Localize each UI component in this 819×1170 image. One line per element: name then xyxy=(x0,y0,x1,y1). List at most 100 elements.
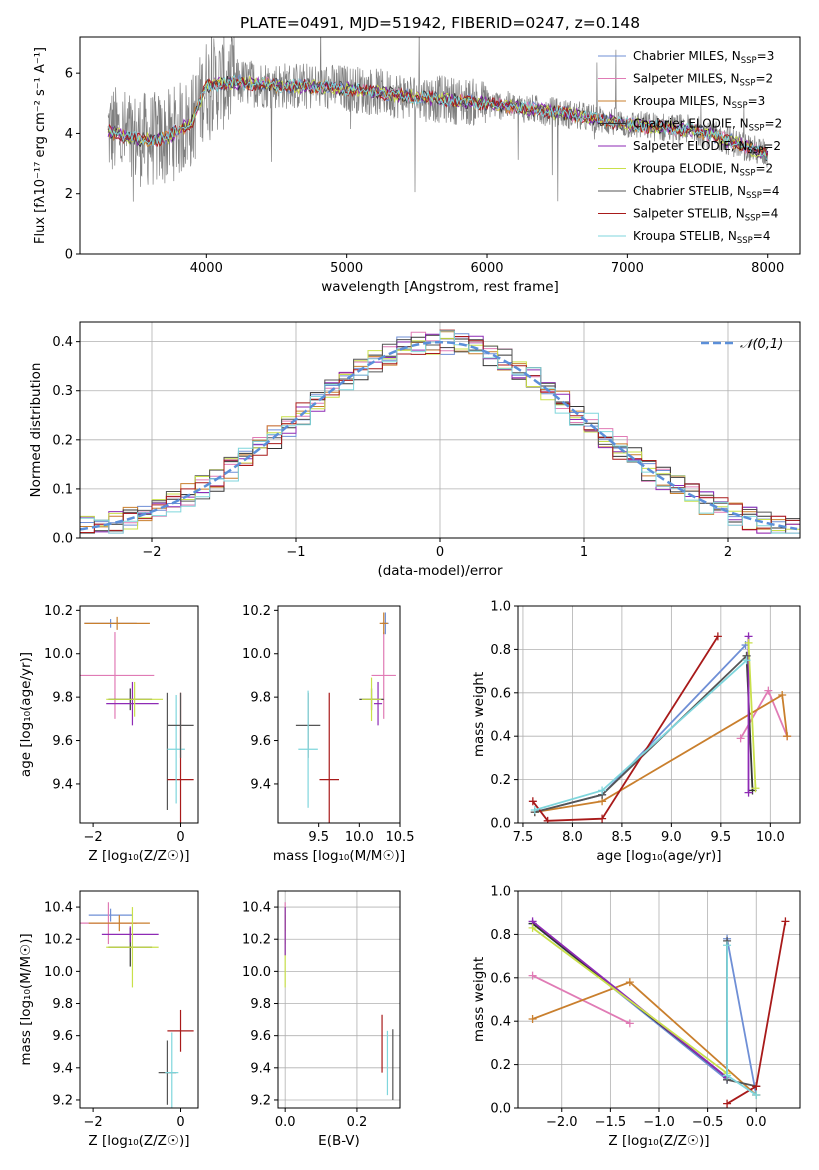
age-vs-Z-axes: −2 0 9.4 9.6 9.8 10.0 10.2 Z [log₁₀(Z/Z☉)] age [… xyxy=(18,604,190,864)
legend-entry-value: =4 xyxy=(762,184,780,198)
weight-vs-Z-ylabel: mass weight xyxy=(471,957,487,1042)
age-vs-Z-plot-area xyxy=(80,616,194,823)
residuals-plot-area xyxy=(80,329,800,538)
mass-vs-ebv-xlabel: E(B-V) xyxy=(318,1133,360,1149)
weight-vs-age-ytick-label: 0.8 xyxy=(490,643,511,658)
mass-vs-Z-ytick-label: 10.2 xyxy=(44,933,73,948)
gaussian-curve xyxy=(80,340,798,531)
legend-entry-value: =2 xyxy=(755,162,773,176)
legend-entry-value: =3 xyxy=(757,49,775,63)
mass-vs-ebv-ytick-label: 10.2 xyxy=(242,933,271,948)
weight-vs-Z-xtick-label: −1.0 xyxy=(643,1115,675,1130)
residuals-xtick-label: −1 xyxy=(286,545,305,560)
spectrum-plot-area xyxy=(107,37,769,202)
mass-vs-Z-errorbar-point xyxy=(165,1032,179,1108)
weight-vs-Z-point-marker xyxy=(723,1071,732,1080)
weight-vs-Z-series-line xyxy=(532,974,631,1025)
age-vs-mass-xtick-label: 10.0 xyxy=(345,830,374,845)
residuals-frame xyxy=(79,321,801,539)
legend-entry-text: Chabrier MILES, N xyxy=(633,49,741,63)
age-vs-Z-ylabel: age [log₁₀(age/yr)] xyxy=(18,652,34,777)
spectrum-xtick-label: 8000 xyxy=(751,261,784,276)
legend-entry: Chabrier ELODIE, NSSP=2 xyxy=(633,117,782,134)
weight-vs-Z-point-marker xyxy=(723,1099,732,1108)
weight-vs-Z-ytick-label: 0.4 xyxy=(490,1015,511,1030)
age-vs-mass-xtick-label: 10.5 xyxy=(386,830,415,845)
legend-entry-subscript: SSP xyxy=(740,169,756,179)
weight-vs-Z-xtick-label: −2.0 xyxy=(546,1115,578,1130)
mass-vs-Z-xtick-label: 0 xyxy=(176,1115,184,1130)
spectrum-model-line xyxy=(107,75,768,158)
weight-vs-age-series-line xyxy=(534,693,788,813)
age-vs-mass-xtick-label: 9.5 xyxy=(308,830,329,845)
spectrum-axes: 4000 5000 6000 7000 8000 0 2 4 6 wavelength [Angs… xyxy=(33,47,784,295)
mass-vs-ebv-ytick-label: 9.6 xyxy=(250,1029,271,1044)
age-vs-Z-ytick-label: 10.0 xyxy=(44,647,73,662)
weight-vs-Z-ytick-label: 0.8 xyxy=(490,928,511,943)
legend-entry-value: =4 xyxy=(753,229,771,243)
weight-vs-age-xtick-label: 10.0 xyxy=(756,830,785,845)
age-vs-Z-errorbar-point xyxy=(106,681,159,726)
weight-vs-age-point-marker xyxy=(744,788,753,797)
weight-vs-Z-ytick-label: 1.0 xyxy=(490,885,511,900)
age-vs-mass-errorbar-point xyxy=(379,612,388,635)
spectrum-model-line xyxy=(107,74,768,160)
weight-vs-age-ylabel: mass weight xyxy=(471,672,487,757)
age-vs-Z-ytick-label: 9.8 xyxy=(52,691,73,706)
age-vs-mass-ytick-label: 10.0 xyxy=(242,647,271,662)
weight-vs-age-point-marker xyxy=(528,797,537,806)
residuals-xtick-label: 1 xyxy=(580,545,588,560)
weight-vs-Z-xlabel: Z [log₁₀(Z/Z☉)] xyxy=(608,1133,709,1149)
mass-vs-Z-axes: −2 0 9.2 9.4 9.6 9.8 10.0 10.2 10.4 Z [log₁₀(Z/Z☉… xyxy=(18,901,190,1149)
spectrum-ytick-label: 2 xyxy=(65,187,73,202)
legend-entry-value: =2 xyxy=(765,117,783,131)
residuals-ytick-label: 0.0 xyxy=(52,532,73,547)
legend-entry-subscript: SSP xyxy=(732,101,748,111)
age-vs-Z-xtick-label: −2 xyxy=(84,830,103,845)
legend-entry: Salpeter MILES, NSSP=2 xyxy=(633,72,773,89)
weight-vs-age-point-marker xyxy=(713,632,722,641)
residuals-ylabel: Normed distribution xyxy=(28,363,44,498)
legend-entry-value: =3 xyxy=(748,94,766,108)
mass-vs-Z-ytick-label: 10.4 xyxy=(44,901,73,916)
residual-histogram-step xyxy=(80,330,800,538)
mass-vs-Z-ytick-label: 9.8 xyxy=(52,997,73,1012)
mass-vs-Z-errorbar-point xyxy=(167,1009,194,1052)
weight-vs-age-point-marker xyxy=(530,805,539,814)
legend-entry-value: =2 xyxy=(755,72,773,86)
age-vs-Z-xlabel: Z [log₁₀(Z/Z☉)] xyxy=(88,848,189,864)
mass-vs-ebv-ytick-label: 9.2 xyxy=(250,1093,271,1108)
age-vs-mass-axes: 9.5 10.0 10.5 9.4 9.6 9.8 10.0 10.2 mass [log₁₀(… xyxy=(242,604,414,864)
legend-entry-text: Kroupa ELODIE, N xyxy=(633,162,740,176)
weight-vs-age-frame xyxy=(517,605,801,824)
legend-entry-text: Salpeter MILES, N xyxy=(633,72,740,86)
weight-vs-Z-point-marker xyxy=(781,917,790,926)
weight-vs-age-point-marker xyxy=(744,638,753,647)
legend-entry-text: Chabrier ELODIE, N xyxy=(633,117,749,131)
age-vs-Z-ytick-label: 10.2 xyxy=(44,604,73,619)
residuals-ytick-label: 0.3 xyxy=(52,384,73,399)
age-vs-mass-ytick-label: 9.4 xyxy=(250,777,271,792)
weight-vs-Z-xtick-label: −1.5 xyxy=(595,1115,627,1130)
age-vs-Z-errorbar-point xyxy=(167,694,185,804)
weight-vs-age-point-marker xyxy=(598,786,607,795)
mass-vs-Z-xlabel: Z [log₁₀(Z/Z☉)] xyxy=(88,1133,189,1149)
mass-vs-ebv-ytick-label: 9.4 xyxy=(250,1061,271,1076)
weight-vs-age-ytick-label: 1.0 xyxy=(490,600,511,615)
residuals-xtick-label: 2 xyxy=(724,545,732,560)
weight-vs-age-series-line xyxy=(747,642,757,789)
weight-vs-age-xlabel: age [log₁₀(age/yr)] xyxy=(596,848,721,864)
age-vs-Z-ytick-label: 9.4 xyxy=(52,777,73,792)
mass-vs-ebv-axes: 0.0 0.2 9.2 9.4 9.6 9.8 10.0 10.2 10.4 E(B-V) xyxy=(242,891,400,1149)
spectrum-ytick-label: 4 xyxy=(65,127,73,142)
residuals-axes: −2 −1 0 1 2 0.0 0.1 0.2 0.3 0.4 (data-model)/error… xyxy=(28,322,800,579)
legend-entry-subscript: SSP xyxy=(749,124,765,134)
mass-vs-Z-errorbar-point xyxy=(88,908,133,922)
age-vs-Z-frame xyxy=(79,605,199,824)
mass-vs-Z-xtick-label: −2 xyxy=(84,1115,103,1130)
weight-vs-Z-point-marker xyxy=(723,941,732,950)
mass-vs-Z-errorbar-point xyxy=(88,915,150,932)
mass-vs-Z-errorbar-point xyxy=(106,907,159,988)
age-vs-Z-errorbar-point xyxy=(80,632,155,719)
